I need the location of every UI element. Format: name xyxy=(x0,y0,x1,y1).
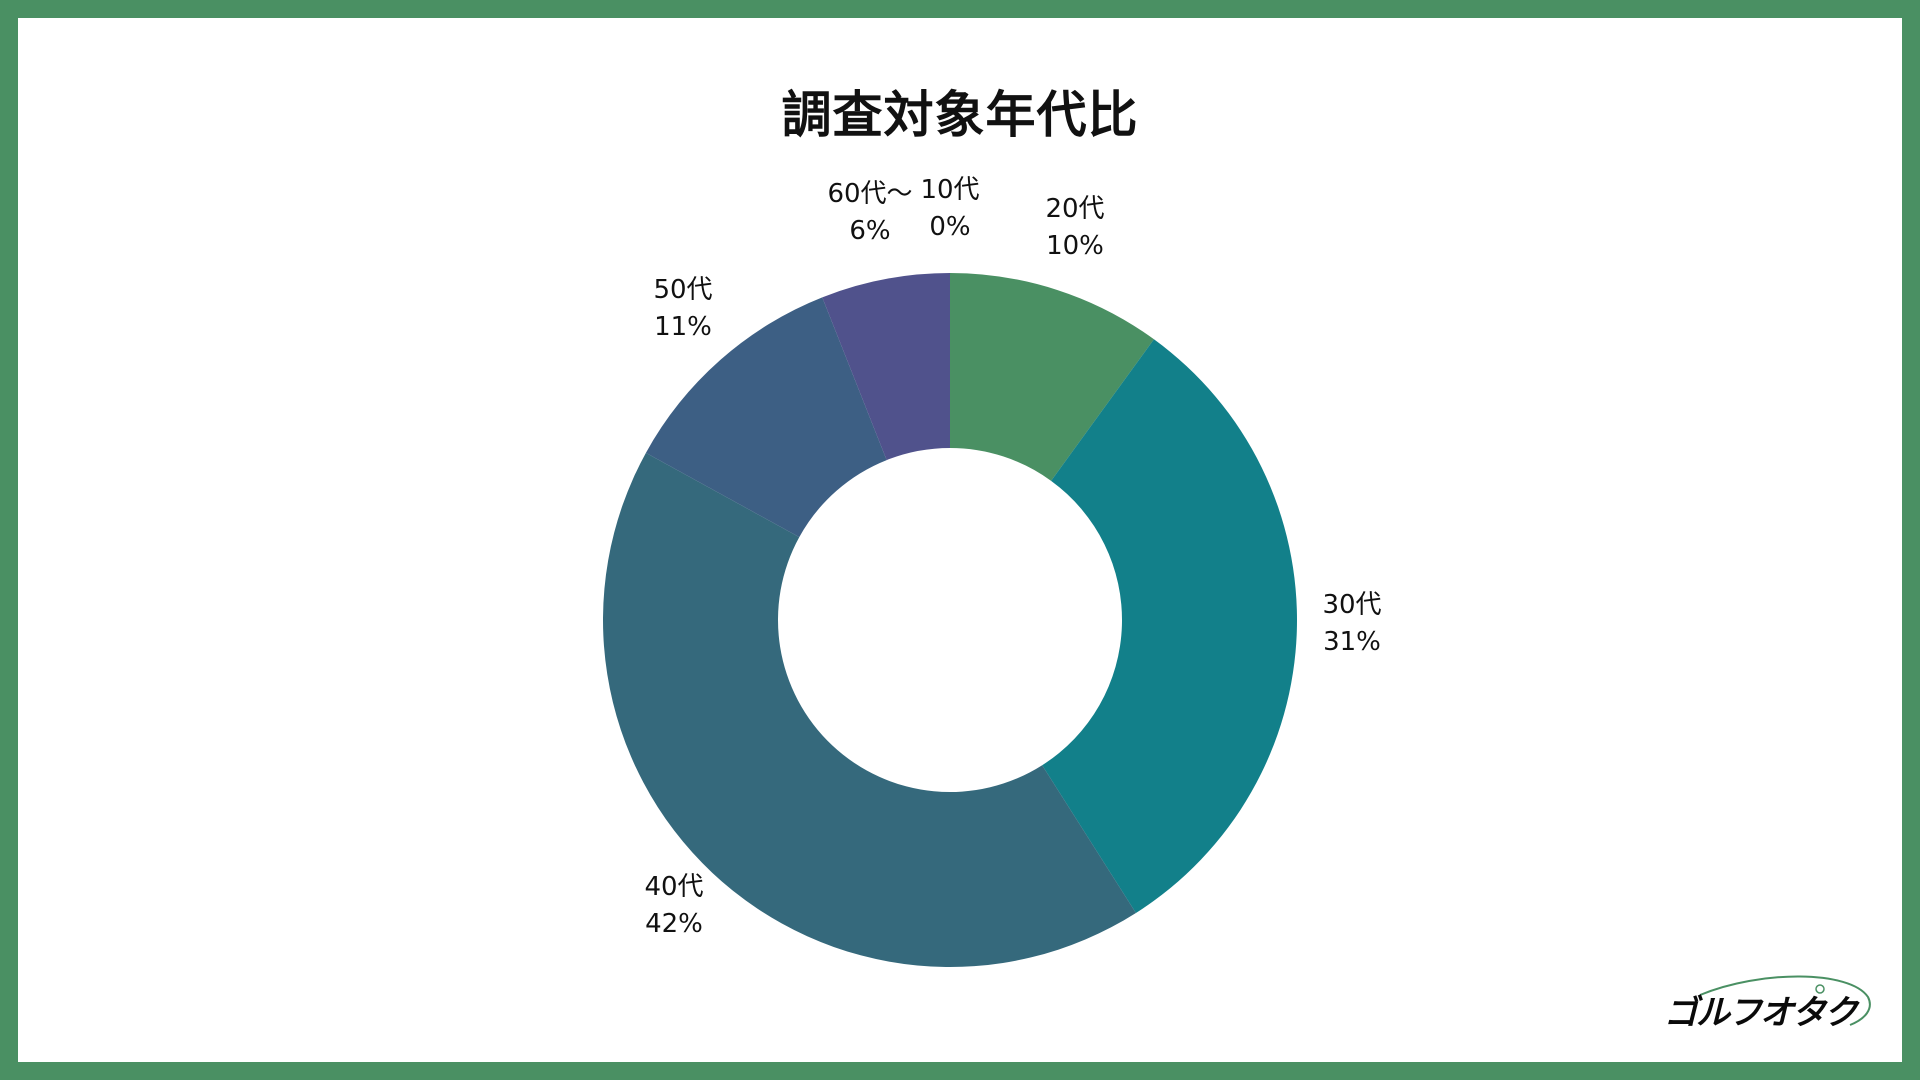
slice-label-60代～: 60代～ xyxy=(827,179,912,209)
donut-slice-40代 xyxy=(603,452,1136,967)
slice-label-10代: 10代 xyxy=(920,175,979,205)
chart-title: 調査対象年代比 xyxy=(781,86,1139,144)
slice-percent-40代: 42% xyxy=(645,909,703,939)
brand-logo: ゴルフオタク xyxy=(1660,975,1880,1035)
donut-slices xyxy=(603,273,1297,967)
slice-percent-50代: 11% xyxy=(654,312,712,342)
slice-label-50代: 50代 xyxy=(653,275,712,305)
donut-slice-20代 xyxy=(950,273,1154,481)
golf-swing-arc-icon xyxy=(1699,975,1871,1026)
logo-text: ゴルフオタク xyxy=(1664,993,1858,1033)
slice-label-30代: 30代 xyxy=(1322,590,1381,620)
donut-slice-30代 xyxy=(1042,339,1297,913)
slice-label-40代: 40代 xyxy=(644,872,703,902)
donut-slice-60代～ xyxy=(822,273,950,461)
slice-percent-30代: 31% xyxy=(1323,627,1381,657)
donut-slice-50代 xyxy=(645,297,887,538)
slice-percent-20代: 10% xyxy=(1046,231,1104,261)
slice-percent-10代: 0% xyxy=(929,212,970,242)
slice-percent-60代～: 6% xyxy=(849,216,890,246)
slice-labels: 10代 0% 20代 10% 30代 31% 40代 42% 50代 11% 60代～ 6% xyxy=(644,175,1381,939)
slice-label-20代: 20代 xyxy=(1045,194,1104,224)
